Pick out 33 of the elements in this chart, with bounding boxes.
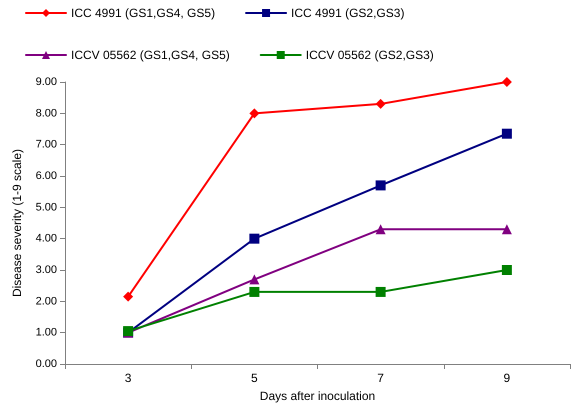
point [376,224,386,234]
point [502,265,512,275]
y-tick-label: 5.00 [36,201,57,214]
point [376,98,386,109]
y-axis-title: Disease severity (1-9 scale) [10,148,24,298]
y-tick-label: 0.00 [36,358,57,370]
point [249,286,260,297]
y-tick-label: 6.00 [36,170,57,182]
point [376,286,386,297]
point [249,234,260,244]
point [123,292,134,302]
y-tick-label: 3.00 [36,264,57,276]
y-tick-label: 2.00 [36,295,57,308]
y-tick-label: 7.00 [36,138,57,151]
y-tick-label: 1.00 [36,326,57,339]
y-tick-label: 8.00 [36,107,57,120]
legend-label: ICCV 05562 (GS2,GS3) [306,48,434,62]
legend-label: ICCV 05562 (GS1,GS4, GS5) [71,48,230,62]
point [502,128,512,139]
x-axis-title: Days after inoculation [260,389,376,403]
x-tick-label: 7 [377,371,384,385]
point [376,180,386,190]
point [249,274,260,284]
point [249,108,260,118]
y-tick-label: 9.00 [36,76,57,88]
legend-label: ICC 4991 (GS1,GS4, GS5) [71,6,216,20]
point [502,77,512,87]
x-tick-label: 3 [124,371,132,385]
point [502,224,512,234]
legend-label: ICC 4991 (GS2,GS3) [291,6,404,20]
x-tick-label: 9 [504,371,511,385]
x-tick-label: 5 [251,371,258,385]
y-tick-label: 4.00 [36,232,57,245]
